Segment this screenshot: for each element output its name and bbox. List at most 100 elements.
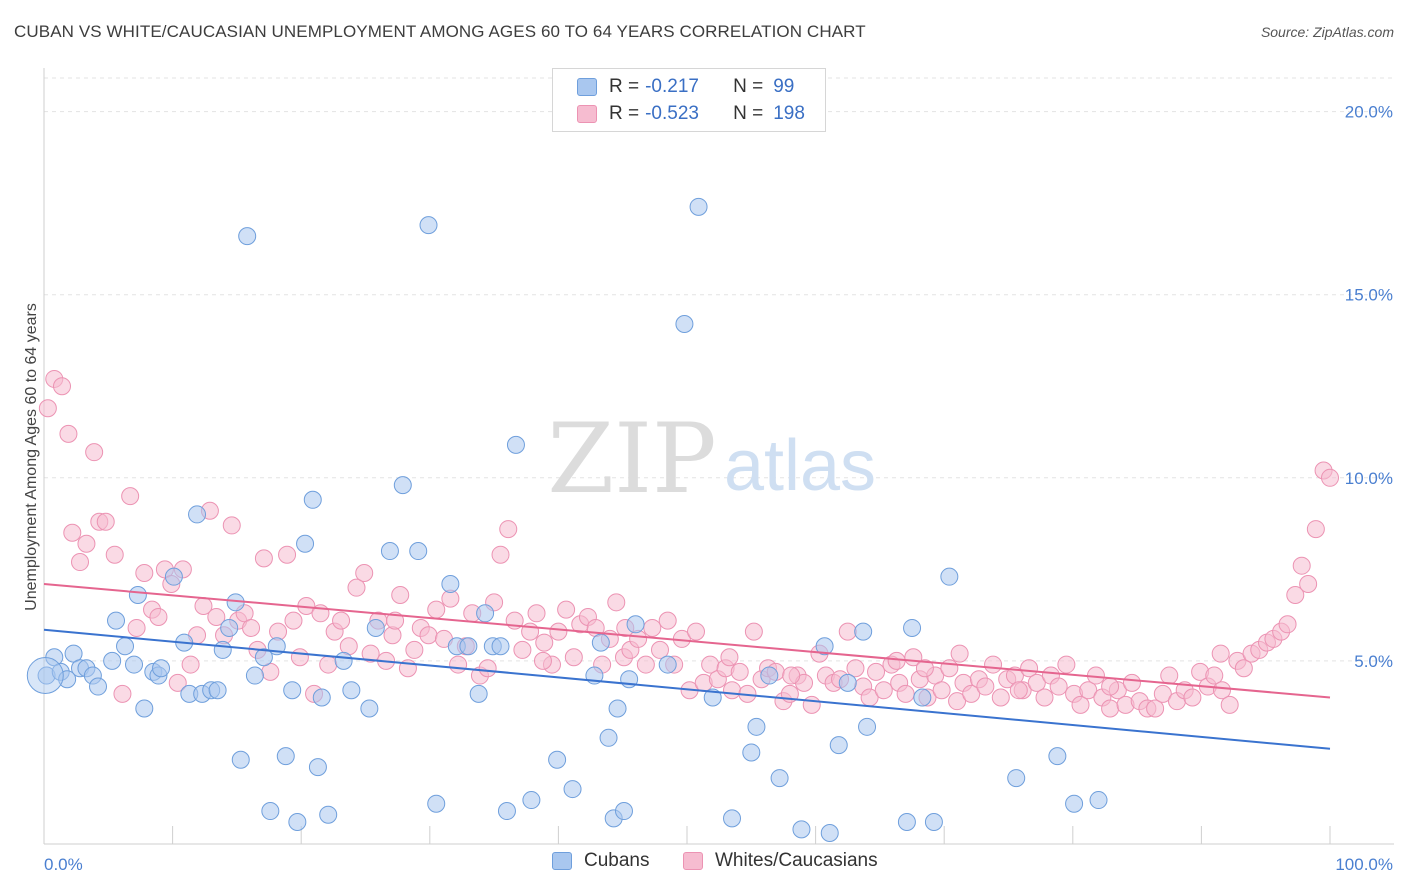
white-point xyxy=(1160,666,1179,685)
cuban-point xyxy=(854,622,873,641)
cuban-point xyxy=(231,750,250,769)
cuban-point xyxy=(380,542,399,561)
chart-title: CUBAN VS WHITE/CAUCASIAN UNEMPLOYMENT AM… xyxy=(14,22,866,41)
white-point xyxy=(535,633,554,652)
cuban-point xyxy=(427,794,446,813)
white-point xyxy=(984,655,1003,674)
cuban-point xyxy=(393,476,412,495)
white-point xyxy=(723,681,742,700)
white-point xyxy=(355,564,374,583)
legend-label-whites: Whites/Caucasians xyxy=(715,850,878,871)
white-point xyxy=(405,640,424,659)
white-point xyxy=(1153,684,1172,703)
cuban-point xyxy=(103,651,122,670)
cuban-point xyxy=(858,717,877,736)
grid-layer xyxy=(44,77,1394,662)
cuban-point xyxy=(760,666,779,685)
cuban-point xyxy=(1065,794,1084,813)
cuban-point xyxy=(815,637,834,656)
cuban-point xyxy=(723,809,742,828)
white-point xyxy=(1278,615,1297,634)
white-point xyxy=(1101,699,1120,718)
cuban-point xyxy=(135,699,154,718)
cuban-point-large xyxy=(26,657,64,695)
cuban-point xyxy=(770,769,789,788)
cuban-point xyxy=(261,802,280,821)
cuban-point xyxy=(469,684,488,703)
cuban-point xyxy=(838,673,857,692)
white-point xyxy=(1020,659,1039,678)
white-point xyxy=(1035,688,1054,707)
cuban-point xyxy=(409,542,428,561)
legend-n-value: 198 xyxy=(773,103,805,124)
white-point xyxy=(744,622,763,641)
legend-n-value: 99 xyxy=(773,76,795,97)
cuban-point xyxy=(245,666,264,685)
source-label: Source: ZipAtlas.com xyxy=(1260,24,1394,40)
cuban-point xyxy=(164,567,183,586)
white-point xyxy=(650,640,669,659)
correlation-legend: R = -0.217 N = 99 R = -0.523 N = 198 xyxy=(552,68,826,132)
white-point xyxy=(63,523,82,542)
cuban-point xyxy=(1048,747,1067,766)
white-point xyxy=(636,655,655,674)
white-point xyxy=(1071,695,1090,714)
cuban-point xyxy=(220,618,239,637)
white-point xyxy=(383,626,402,645)
cuban-point xyxy=(476,604,495,623)
white-point xyxy=(730,662,749,681)
white-point xyxy=(976,677,995,696)
cuban-point xyxy=(614,802,633,821)
white-point xyxy=(950,644,969,663)
white-point xyxy=(549,622,568,641)
cuban-point xyxy=(924,813,943,832)
white-point xyxy=(113,684,132,703)
legend-row-cubans: R = -0.217 N = 99 xyxy=(577,75,794,99)
white-point xyxy=(1212,681,1231,700)
white-point xyxy=(687,622,706,641)
cuban-point xyxy=(342,681,361,700)
cuban-point xyxy=(747,717,766,736)
white-point xyxy=(1286,585,1305,604)
cuban-point xyxy=(238,227,257,246)
cuban-point xyxy=(152,659,171,678)
legend-r-value: -0.523 xyxy=(645,103,699,124)
cuban-point xyxy=(563,780,582,799)
cuban-point xyxy=(319,805,338,824)
cuban-point xyxy=(116,637,135,656)
white-point xyxy=(121,487,140,506)
white-point xyxy=(1220,695,1239,714)
legend-r-label: R = xyxy=(609,76,640,97)
tick-labels: 5.0% 10.0% 15.0% 20.0% 0.0% 100.0% xyxy=(44,103,1393,874)
white-point xyxy=(991,688,1010,707)
cuban-point xyxy=(296,534,315,553)
whites-swatch xyxy=(577,105,597,123)
white-point xyxy=(419,626,438,645)
cuban-point xyxy=(626,615,645,634)
white-point xyxy=(284,611,303,630)
white-point xyxy=(1057,655,1076,674)
cuban-point xyxy=(548,750,567,769)
cuban-point xyxy=(608,699,627,718)
cuban-point xyxy=(820,824,839,843)
white-point xyxy=(53,377,72,396)
x-tick-label-max: 100.0% xyxy=(1335,855,1393,874)
cuban-point xyxy=(208,681,227,700)
white-point xyxy=(478,659,497,678)
white-point xyxy=(720,648,739,667)
y-axis-label: Unemployment Among Ages 60 to 64 years xyxy=(23,303,40,611)
white-point xyxy=(149,607,168,626)
series-legend: Cubans Whites/Caucasians xyxy=(0,850,1406,878)
white-point xyxy=(513,640,532,659)
white-point xyxy=(242,618,261,637)
white-point xyxy=(1122,673,1141,692)
white-point xyxy=(564,648,583,667)
white-point xyxy=(932,681,951,700)
cuban-point xyxy=(283,681,302,700)
white-point xyxy=(867,662,886,681)
cuban-point xyxy=(366,618,385,637)
white-point xyxy=(658,611,677,630)
white-point xyxy=(1306,520,1325,539)
white-point xyxy=(1101,677,1120,696)
